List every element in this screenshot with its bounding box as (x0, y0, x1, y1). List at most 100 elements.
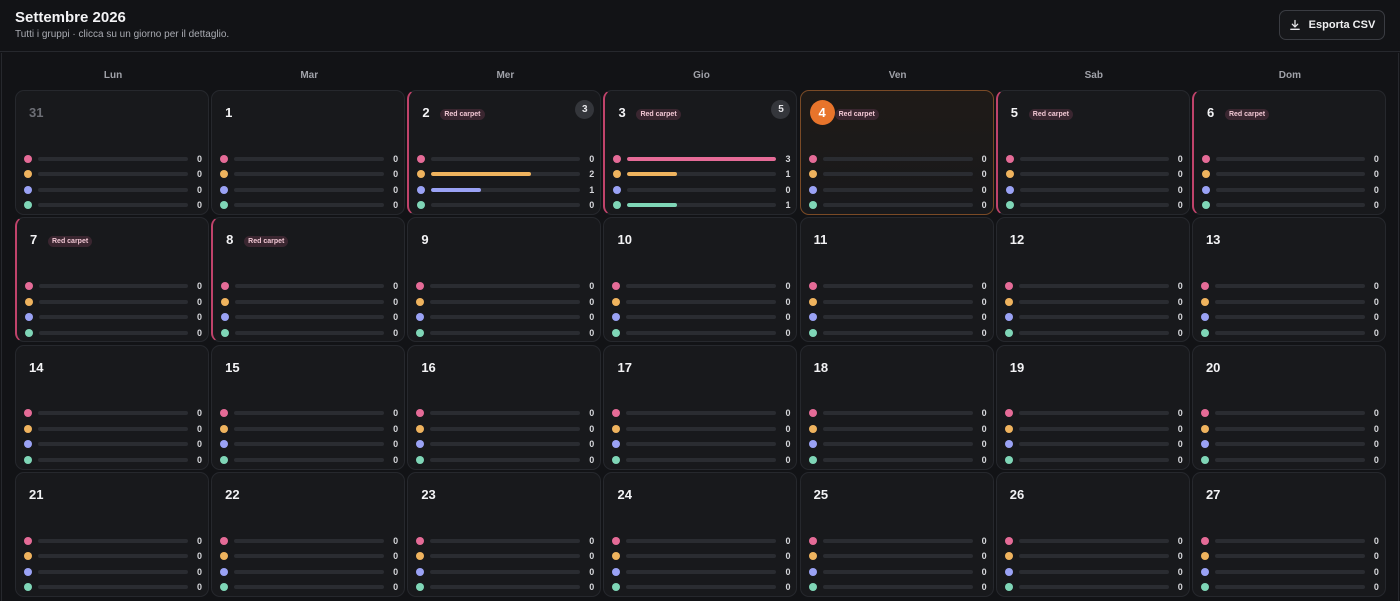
metric-value: 0 (589, 312, 595, 323)
metric-value: 0 (393, 582, 399, 593)
group-metrics: 0 0 0 0 (1004, 533, 1183, 595)
calendar-day[interactable]: 17 0 0 0 0 (603, 344, 798, 470)
calendar-day[interactable]: 20 0 0 0 0 (1191, 344, 1386, 470)
day-number: 10 (617, 232, 632, 248)
calendar-day[interactable]: 18 0 0 0 0 (799, 344, 994, 470)
metric-bar (1214, 426, 1365, 431)
metric-value: 0 (589, 281, 595, 292)
metric-value: 0 (785, 582, 791, 593)
group-dot-pink (612, 536, 621, 545)
metric-row: 0 (417, 198, 594, 214)
calendar-day[interactable]: 21 0 0 0 0 (15, 471, 209, 597)
metric-bar (1214, 284, 1365, 289)
metric-row: 0 (1201, 167, 1379, 183)
metric-row: 0 (220, 198, 398, 214)
metric-row: 3 (613, 151, 790, 167)
weekday-label: Lun (103, 70, 123, 81)
metric-bar (627, 156, 777, 161)
metric-row: 0 (416, 437, 594, 453)
group-dot-pink (416, 409, 425, 418)
group-dot-green (612, 455, 621, 464)
group-metrics: 3 1 0 1 (613, 151, 790, 213)
calendar-day[interactable]: 10 0 0 0 0 (603, 217, 798, 343)
metric-value: 0 (589, 200, 595, 211)
metric-bar (627, 203, 777, 208)
metric-bar (431, 203, 581, 208)
metric-value: 0 (1177, 551, 1183, 562)
calendar-day[interactable]: 26 0 0 0 0 (995, 471, 1190, 597)
group-dot-orange (25, 297, 33, 306)
calendar-day[interactable]: 14 0 0 0 0 (15, 344, 209, 470)
calendar-day[interactable]: 25 0 0 0 0 (799, 471, 994, 597)
metric-bar (234, 569, 385, 574)
metric-value: 0 (196, 184, 202, 195)
metric-bar (430, 426, 581, 431)
metric-value: 0 (196, 281, 202, 292)
group-dot-blue (416, 567, 425, 576)
metric-bar (1215, 187, 1365, 192)
metric-value: 0 (1177, 439, 1183, 450)
group-metrics: 0 0 0 0 (612, 406, 790, 468)
calendar-day[interactable]: 31 0 0 0 0 (15, 90, 209, 215)
group-dot-pink (25, 282, 33, 291)
day-number: 31 (29, 105, 44, 120)
calendar-day[interactable]: 23 0 0 0 0 (407, 471, 602, 597)
metric-row: 0 (612, 533, 790, 549)
group-dot-orange (24, 170, 32, 179)
calendar-day[interactable]: 16 0 0 0 0 (407, 344, 602, 470)
group-dot-blue (25, 313, 33, 322)
metric-value: 0 (589, 582, 595, 593)
metric-row: 0 (612, 294, 790, 310)
calendar-day[interactable]: 12 0 0 0 0 (995, 217, 1190, 343)
calendar-day[interactable]: 13 0 0 0 0 (1191, 217, 1386, 343)
calendar-day[interactable]: 24 0 0 0 0 (603, 471, 798, 597)
metric-value: 0 (393, 454, 399, 465)
calendar-day[interactable]: 22 0 0 0 0 (211, 471, 406, 597)
metric-row: 0 (416, 452, 594, 468)
day-number: 25 (813, 486, 829, 502)
metric-value: 0 (1177, 169, 1183, 180)
calendar-day[interactable]: 3 Red carpet 5 3 1 0 1 (603, 90, 798, 215)
metric-row: 0 (1004, 406, 1183, 422)
group-dot-orange (24, 552, 32, 561)
calendar-day[interactable]: 6 Red carpet 0 0 0 0 (1191, 90, 1386, 215)
metric-value: 0 (785, 312, 791, 323)
metric-bar (626, 411, 777, 416)
metric-value: 0 (393, 200, 399, 211)
metric-row: 0 (24, 564, 202, 580)
group-dot-orange (220, 170, 229, 179)
calendar-day[interactable]: 7 Red carpet 0 0 0 0 (15, 217, 209, 343)
calendar-day[interactable]: 19 0 0 0 0 (995, 344, 1190, 470)
day-number: 27 (1205, 486, 1221, 502)
group-dot-blue (808, 313, 817, 322)
export-csv-button[interactable]: Esporta CSV (1279, 10, 1385, 40)
calendar-day[interactable]: 2 Red carpet 3 0 2 1 0 (407, 90, 602, 215)
metric-row: 0 (221, 309, 398, 325)
metric-row: 0 (1200, 564, 1379, 580)
metric-row: 0 (808, 421, 987, 437)
calendar-day[interactable]: 1 0 0 0 0 (211, 90, 406, 215)
calendar-day[interactable]: 4 Red carpet 0 0 0 0 (799, 90, 994, 215)
metric-row: 0 (220, 421, 398, 437)
calendar-day[interactable]: 9 0 0 0 0 (407, 217, 602, 343)
group-dot-blue (1200, 440, 1209, 449)
metric-bar (1019, 187, 1169, 192)
calendar-day[interactable]: 11 0 0 0 0 (799, 217, 994, 343)
calendar-day[interactable]: 5 Red carpet 0 0 0 0 (995, 90, 1190, 215)
metric-row: 0 (1005, 151, 1183, 167)
calendar-day[interactable]: 8 Red carpet 0 0 0 0 (211, 217, 406, 343)
group-dot-orange (417, 170, 426, 179)
day-number: 6 (1206, 105, 1215, 120)
metric-bar (822, 585, 973, 590)
calendar-day[interactable]: 15 0 0 0 0 (211, 344, 406, 470)
day-number: 24 (617, 486, 632, 502)
group-dot-green (24, 583, 32, 592)
event-count-badge: 5 (771, 100, 791, 119)
metric-value: 0 (981, 312, 987, 323)
metric-value: 0 (1177, 566, 1183, 577)
group-metrics: 0 0 0 0 (1005, 151, 1183, 213)
calendar-day[interactable]: 27 0 0 0 0 (1191, 471, 1386, 597)
group-dot-blue (416, 440, 425, 449)
metric-bar (430, 330, 581, 335)
metric-row: 0 (416, 294, 594, 310)
